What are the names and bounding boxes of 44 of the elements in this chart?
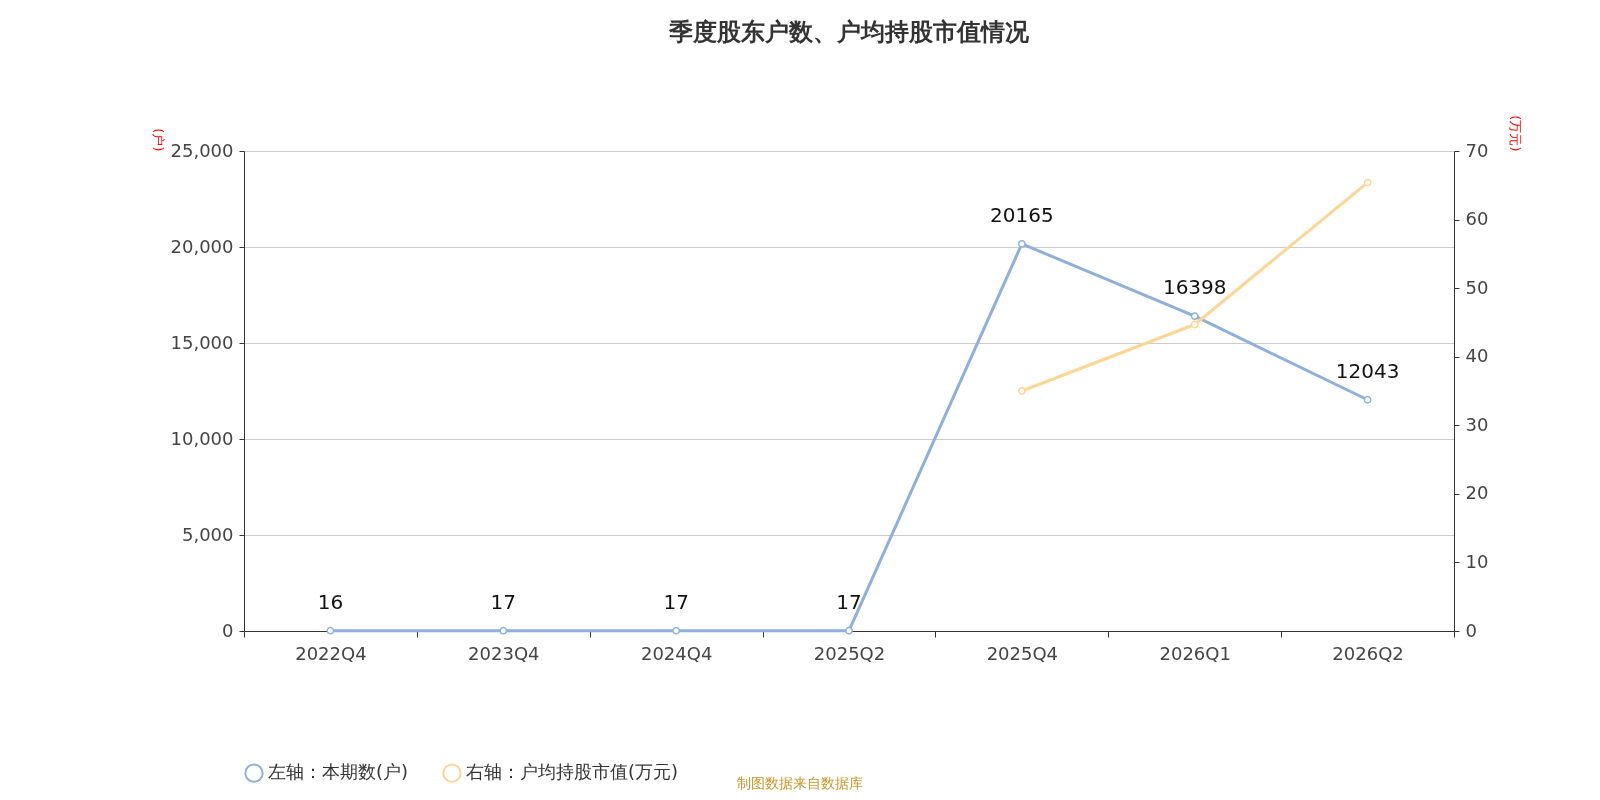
y-tick-label: 25,000 <box>170 139 234 161</box>
y2-tick-label: 40 <box>1465 345 1489 367</box>
data-label: 17 <box>490 589 517 614</box>
y2-tick-label: 70 <box>1465 139 1489 161</box>
data-label: 20165 <box>990 202 1054 227</box>
text: 制图数据来自数据库 <box>737 775 863 791</box>
y2-tick-label: 0 <box>1465 619 1477 641</box>
x-tick-label: 2026Q2 <box>1332 642 1404 664</box>
y2-tick-label: 10 <box>1465 550 1489 572</box>
x-tick-label: 2025Q2 <box>813 642 886 664</box>
point <box>1363 395 1372 404</box>
y-tick-label: 5,000 <box>181 523 234 545</box>
y-axis-title: (户) <box>150 128 166 152</box>
y-tick-label: 15,000 <box>170 331 234 353</box>
chart-title: 季度股东户数、户均持股市值情况 <box>668 17 1030 46</box>
point <box>1190 312 1199 321</box>
data-label: 17 <box>836 589 862 614</box>
point <box>1017 239 1026 248</box>
y-tick-label: 0 <box>222 619 234 641</box>
point <box>1017 387 1026 395</box>
data-label: 16 <box>317 589 344 614</box>
legend-label: 右轴：户均持股市值(万元) <box>466 761 679 783</box>
x-tick-label: 2022Q4 <box>295 642 367 664</box>
data-label: 16398 <box>1162 275 1227 300</box>
point <box>1363 178 1372 187</box>
y2-tick-label: 20 <box>1465 482 1489 504</box>
data-label: 17 <box>663 589 689 614</box>
point <box>499 626 508 635</box>
legend-label: 左轴：本期数(户) <box>268 761 409 783</box>
point <box>326 626 335 635</box>
x-tick-label: 2025Q4 <box>986 642 1059 664</box>
point <box>1190 320 1199 329</box>
y2-tick-label: 30 <box>1465 413 1489 435</box>
x-tick-label: 2023Q4 <box>468 642 540 664</box>
y-tick-label: 10,000 <box>170 427 234 449</box>
y-tick-label: 20,000 <box>170 235 234 257</box>
y2-tick-label: 50 <box>1465 276 1489 298</box>
data-label: 12043 <box>1335 358 1400 383</box>
x-tick-label: 2026Q1 <box>1159 642 1231 664</box>
point <box>845 626 853 635</box>
point <box>672 626 681 635</box>
x-tick-label: 2024Q4 <box>640 642 713 664</box>
y2-tick-label: 60 <box>1465 208 1489 230</box>
y2-axis-title: (万元) <box>1508 115 1524 152</box>
